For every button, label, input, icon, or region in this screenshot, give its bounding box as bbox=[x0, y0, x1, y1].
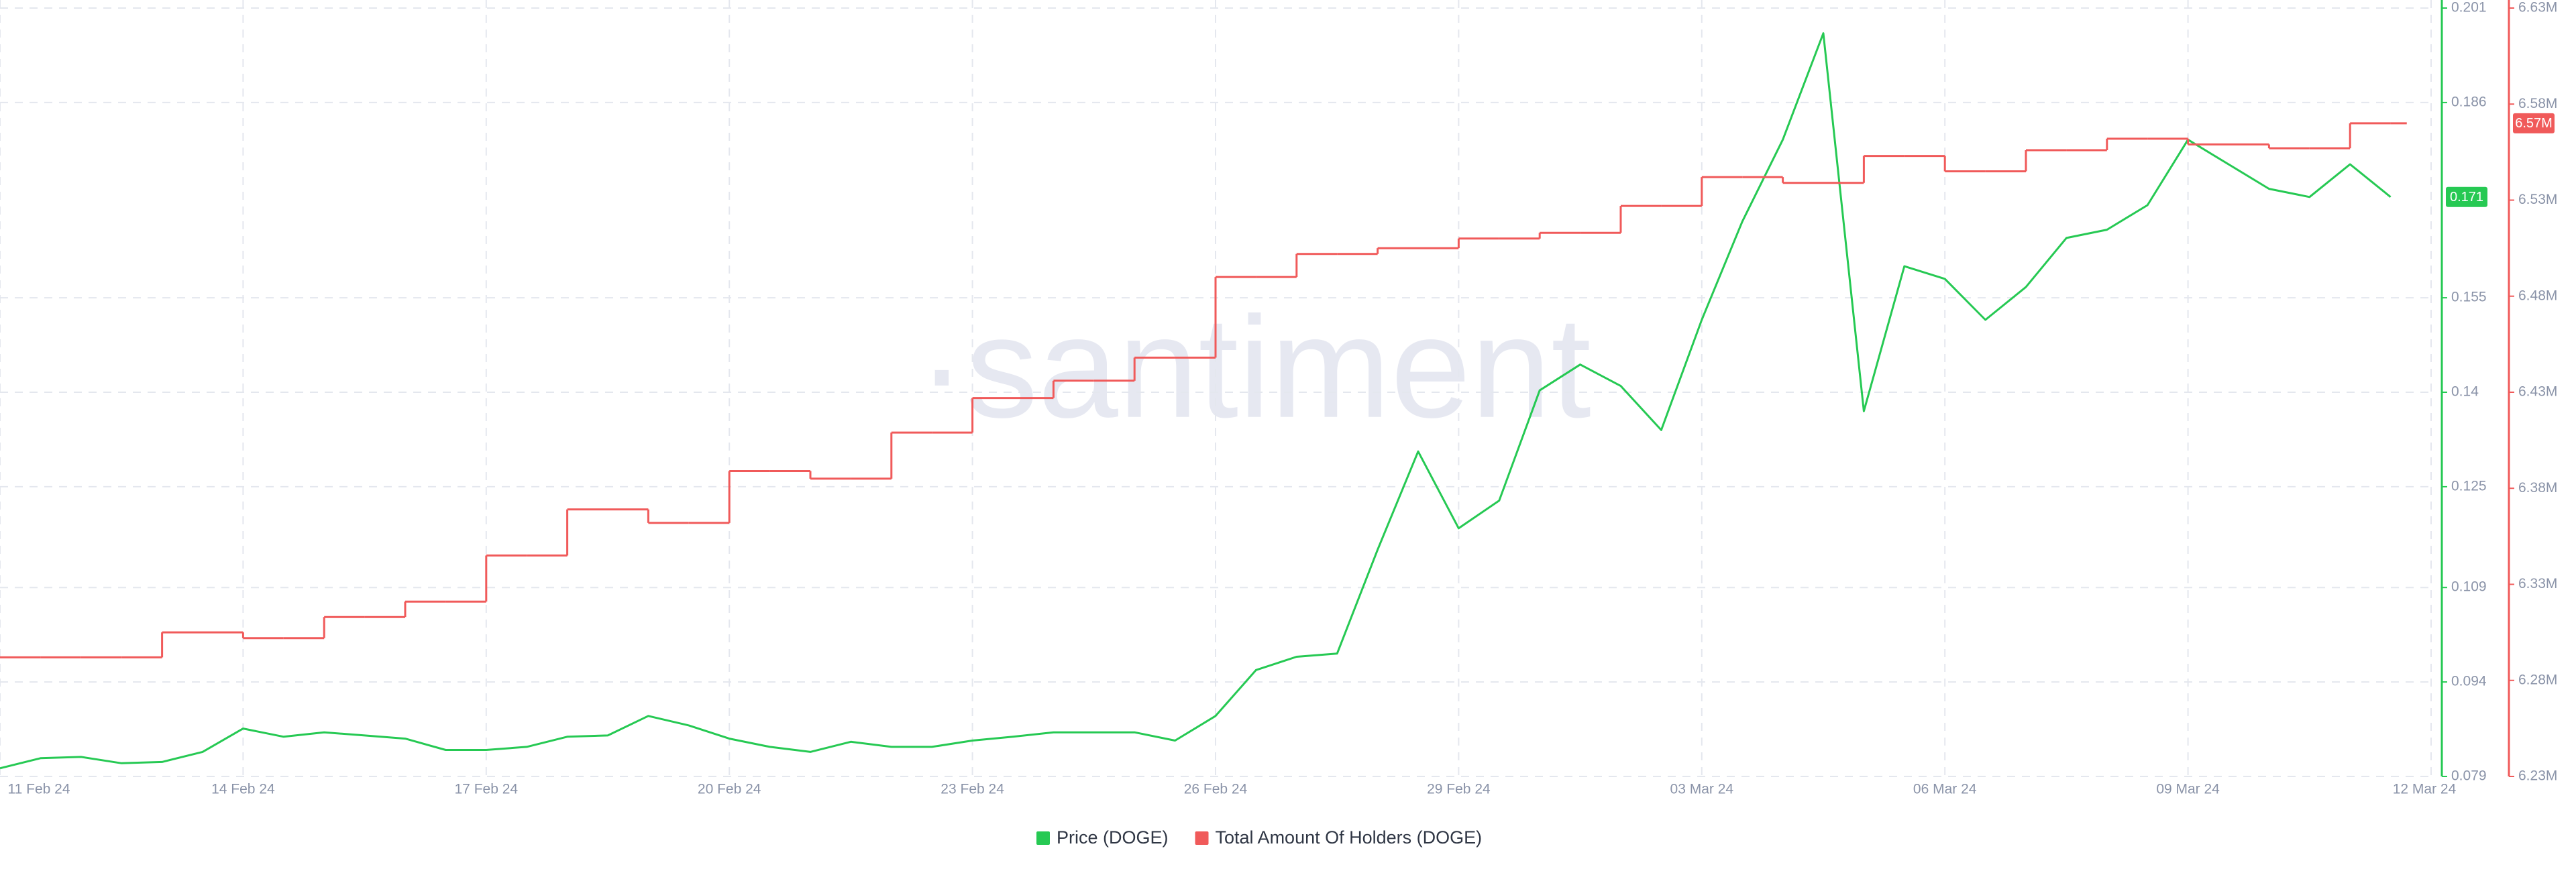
x-tick-label: 11 Feb 24 bbox=[7, 782, 70, 797]
legend-label: Total Amount Of Holders (DOGE) bbox=[1216, 827, 1483, 848]
legend-swatch bbox=[1036, 831, 1050, 845]
y2-tick-label: 6.53M bbox=[2518, 192, 2557, 207]
x-tick-label: 20 Feb 24 bbox=[698, 782, 761, 797]
price-badge-box bbox=[2446, 186, 2487, 207]
y-tick-label: 0.155 bbox=[2451, 290, 2487, 305]
y2-tick-label: 6.28M bbox=[2518, 672, 2557, 687]
y-tick-label: 0.186 bbox=[2451, 94, 2487, 109]
x-tick-label: 03 Mar 24 bbox=[1670, 782, 1734, 797]
x-tick-label: 14 Feb 24 bbox=[211, 782, 275, 797]
y-tick-label: 0.14 bbox=[2451, 384, 2479, 400]
y2-tick-label: 6.23M bbox=[2518, 768, 2557, 784]
x-tick-label: 09 Mar 24 bbox=[2156, 782, 2220, 797]
holders-badge-text: 6.57M bbox=[2515, 116, 2553, 131]
legend-label: Price (DOGE) bbox=[1057, 827, 1169, 848]
price-line bbox=[0, 32, 2392, 770]
x-tick-label: 26 Feb 24 bbox=[1184, 782, 1248, 797]
y2-tick-label: 6.38M bbox=[2518, 480, 2557, 495]
price-badge: 0.171 bbox=[2446, 186, 2487, 207]
price-badge-text: 0.171 bbox=[2450, 190, 2483, 205]
y2-tick-label: 6.63M bbox=[2518, 0, 2557, 15]
y2-tick-label: 6.43M bbox=[2518, 384, 2557, 400]
y2-tick-label: 6.33M bbox=[2518, 576, 2557, 591]
x-tick-label: 06 Mar 24 bbox=[1913, 782, 1977, 797]
y2-tick-label: 6.58M bbox=[2518, 96, 2557, 111]
holders-badge-box bbox=[2513, 113, 2555, 133]
holders-badge: 6.57M bbox=[2513, 113, 2555, 133]
y-tick-label: 0.109 bbox=[2451, 579, 2487, 595]
y-tick-label: 0.201 bbox=[2451, 0, 2487, 15]
x-tick-label: 12 Mar 24 bbox=[2393, 782, 2457, 797]
y2-tick-label: 6.48M bbox=[2518, 288, 2557, 303]
x-tick-label: 17 Feb 24 bbox=[455, 782, 519, 797]
watermark: ·santiment bbox=[918, 286, 1591, 448]
y-tick-label: 0.125 bbox=[2451, 478, 2487, 493]
y-tick-label: 0.079 bbox=[2451, 768, 2487, 784]
x-tick-label: 29 Feb 24 bbox=[1427, 782, 1491, 797]
x-tick-label: 23 Feb 24 bbox=[941, 782, 1004, 797]
y-tick-label: 0.094 bbox=[2451, 674, 2487, 689]
legend: Price (DOGE) Total Amount Of Holders (DOG… bbox=[1036, 827, 1482, 848]
legend-swatch bbox=[1195, 831, 1209, 845]
